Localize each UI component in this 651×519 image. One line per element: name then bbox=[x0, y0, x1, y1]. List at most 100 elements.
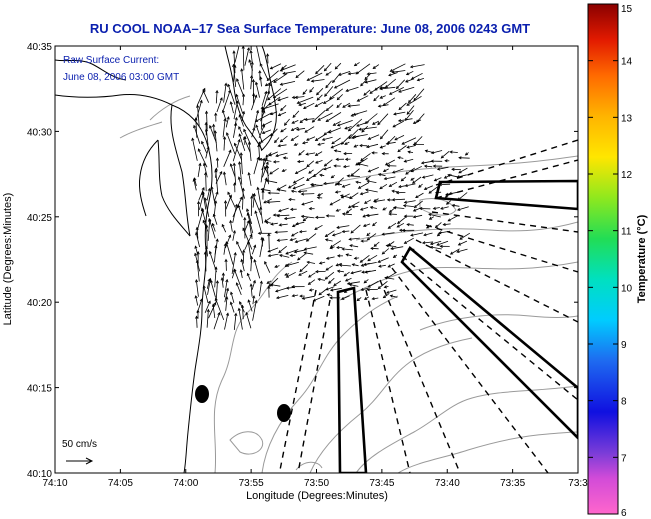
current-vector-head bbox=[412, 121, 417, 124]
current-vector-head bbox=[447, 218, 451, 222]
current-vector bbox=[259, 281, 262, 297]
current-vector bbox=[250, 75, 253, 90]
current-vector-head bbox=[242, 249, 246, 253]
current-vector bbox=[213, 191, 218, 202]
current-vector bbox=[387, 135, 396, 144]
current-vector-head bbox=[265, 220, 269, 225]
current-vector-head bbox=[337, 72, 342, 76]
current-vector-head bbox=[215, 157, 220, 161]
current-vector bbox=[406, 95, 422, 106]
current-vector bbox=[246, 208, 253, 225]
current-vector bbox=[223, 172, 227, 186]
current-vector-head bbox=[336, 97, 340, 101]
current-vector bbox=[335, 62, 342, 70]
current-vector bbox=[277, 189, 287, 192]
current-vector-head bbox=[304, 117, 308, 122]
current-vector bbox=[222, 90, 231, 111]
current-vector bbox=[208, 302, 216, 319]
current-vector bbox=[227, 84, 236, 106]
current-vector bbox=[209, 125, 217, 143]
current-vector-head bbox=[298, 230, 303, 234]
current-vector-head bbox=[345, 88, 349, 92]
current-vector-head bbox=[228, 89, 232, 94]
current-vector bbox=[353, 134, 368, 138]
current-vector bbox=[207, 219, 211, 241]
current-vector bbox=[250, 256, 252, 272]
current-vector-head bbox=[359, 259, 363, 263]
current-vector bbox=[330, 240, 342, 248]
current-vector-head bbox=[306, 178, 310, 181]
current-vector bbox=[297, 160, 305, 163]
current-vector-head bbox=[253, 258, 257, 263]
current-vector bbox=[195, 100, 203, 121]
current-vector bbox=[335, 177, 344, 186]
current-vector bbox=[367, 213, 379, 217]
current-vector bbox=[450, 151, 458, 153]
current-vector-head bbox=[316, 196, 321, 200]
current-vector-head bbox=[428, 190, 432, 194]
current-vector bbox=[436, 240, 449, 246]
current-vector-head bbox=[436, 233, 441, 237]
current-vector-head bbox=[264, 90, 268, 95]
current-vector-head bbox=[243, 128, 247, 133]
current-vector-head bbox=[325, 119, 329, 123]
current-vector bbox=[408, 248, 415, 250]
current-vector bbox=[434, 177, 442, 182]
current-vector bbox=[397, 145, 407, 153]
current-vector bbox=[378, 173, 386, 177]
current-vector bbox=[336, 102, 342, 108]
current-vector bbox=[333, 280, 342, 286]
current-vector bbox=[372, 221, 377, 226]
current-vector-head bbox=[317, 117, 321, 121]
current-vector-head bbox=[325, 85, 329, 89]
current-vector-head bbox=[280, 129, 284, 133]
current-vector-head bbox=[386, 290, 390, 294]
current-vector-head bbox=[226, 287, 230, 292]
current-vector bbox=[275, 231, 288, 233]
current-vector bbox=[234, 46, 240, 63]
current-vector-head bbox=[276, 238, 280, 242]
current-vector-head bbox=[236, 78, 240, 82]
current-vector-head bbox=[428, 216, 433, 220]
current-vector bbox=[344, 126, 352, 130]
current-vector bbox=[233, 64, 237, 87]
x-tick-label: 73:40 bbox=[435, 478, 460, 489]
current-vector bbox=[265, 152, 272, 158]
current-vector-head bbox=[302, 91, 306, 95]
current-vector-head bbox=[411, 180, 416, 184]
current-vector bbox=[342, 102, 351, 108]
current-vector bbox=[323, 182, 334, 184]
current-vector bbox=[325, 71, 332, 76]
current-vector bbox=[341, 193, 350, 199]
current-vector bbox=[223, 83, 227, 103]
current-vector bbox=[324, 159, 333, 167]
current-vector-head bbox=[416, 78, 420, 82]
current-vector bbox=[405, 78, 414, 83]
current-vector bbox=[270, 63, 282, 70]
current-vector-head bbox=[365, 177, 369, 180]
current-vector-head bbox=[363, 296, 368, 300]
current-vector bbox=[424, 165, 433, 168]
current-vector bbox=[252, 300, 257, 321]
current-vector bbox=[298, 270, 308, 276]
current-vector-head bbox=[412, 208, 417, 212]
current-vector-head bbox=[236, 240, 240, 245]
current-vector bbox=[204, 197, 210, 217]
current-vector-head bbox=[333, 85, 338, 89]
current-vector-head bbox=[196, 309, 200, 313]
current-vector-head bbox=[343, 152, 347, 156]
current-vector-head bbox=[388, 184, 392, 187]
current-vector bbox=[336, 262, 342, 266]
current-vector bbox=[345, 86, 359, 92]
current-vector-head bbox=[457, 197, 461, 201]
current-vector-head bbox=[344, 157, 349, 161]
current-vector-head bbox=[336, 269, 341, 273]
current-vector bbox=[398, 102, 407, 110]
current-vector-head bbox=[341, 184, 346, 188]
current-vector-head bbox=[198, 162, 202, 167]
current-vector-head bbox=[250, 195, 254, 199]
current-vector-head bbox=[266, 200, 270, 204]
current-vector-head bbox=[203, 251, 207, 255]
current-vector-head bbox=[277, 113, 282, 117]
current-vector-head bbox=[228, 149, 232, 153]
